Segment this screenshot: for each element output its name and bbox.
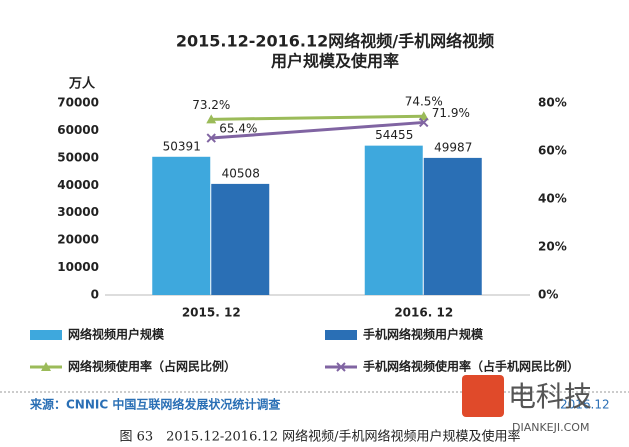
legend-label: 网络视频用户规模 (68, 327, 165, 342)
chart-title: 用户规模及使用率 (271, 52, 399, 71)
bar (211, 183, 270, 295)
y-tick-label: 20000 (57, 233, 99, 247)
date: 2016.12 (560, 398, 610, 412)
y-axis-label: 万人 (68, 76, 96, 92)
bar (152, 156, 211, 295)
chart-title: 2015.12-2016.12网络视频/手机网络视频 (176, 32, 494, 51)
legend-label: 网络视频使用率（占网民比例） (68, 359, 236, 374)
source: 来源：CNNIC 中国互联网络发展状况统计调查 (29, 397, 281, 412)
line-marker (206, 133, 216, 143)
y-tick-label: 70000 (57, 96, 99, 110)
x-tick-label: 2015. 12 (182, 306, 241, 320)
y-tick-label: 30000 (57, 205, 99, 219)
y-tick-label: 50000 (57, 150, 99, 164)
caption: 图 63 2015.12-2016.12 网络视频/手机网络视频用户规模及使用率 (119, 429, 520, 445)
legend-swatch (30, 330, 62, 340)
bar (423, 157, 482, 295)
legend-label: 手机网络视频使用率（占手机网民比例） (363, 359, 579, 374)
line (211, 120, 424, 140)
y2-tick-label: 60% (538, 144, 567, 158)
line-marker (206, 114, 217, 124)
y-tick-label: 0 (91, 288, 99, 302)
line-label: 65.4% (219, 122, 257, 136)
bar-label: 40508 (222, 166, 260, 180)
y2-tick-label: 40% (538, 192, 567, 206)
line-marker (419, 117, 429, 128)
watermark: DIANKEJI.COM (512, 421, 589, 434)
watermark: 电科技 (508, 380, 592, 413)
legend-marker (336, 362, 346, 372)
bar-label: 50391 (163, 139, 201, 153)
y2-tick-label: 0% (538, 288, 558, 302)
line (211, 114, 424, 121)
y2-tick-label: 80% (538, 96, 567, 110)
line-label: 73.2% (192, 98, 230, 112)
bar (364, 145, 423, 295)
line-label: 74.5% (405, 95, 443, 109)
y2-tick-label: 20% (538, 240, 567, 254)
x-tick-label: 2016. 12 (394, 306, 453, 320)
legend-marker (41, 362, 51, 371)
line-label: 71.9% (432, 106, 470, 120)
y-tick-label: 40000 (57, 178, 99, 192)
bar-label: 54455 (375, 128, 413, 142)
y-tick-label: 60000 (57, 123, 99, 137)
legend-swatch (325, 330, 357, 340)
watermark-logo (462, 375, 504, 417)
y-tick-label: 10000 (57, 260, 99, 274)
legend-label: 手机网络视频用户规模 (363, 327, 484, 342)
line-marker (418, 111, 429, 121)
bar-label: 49987 (434, 140, 472, 154)
